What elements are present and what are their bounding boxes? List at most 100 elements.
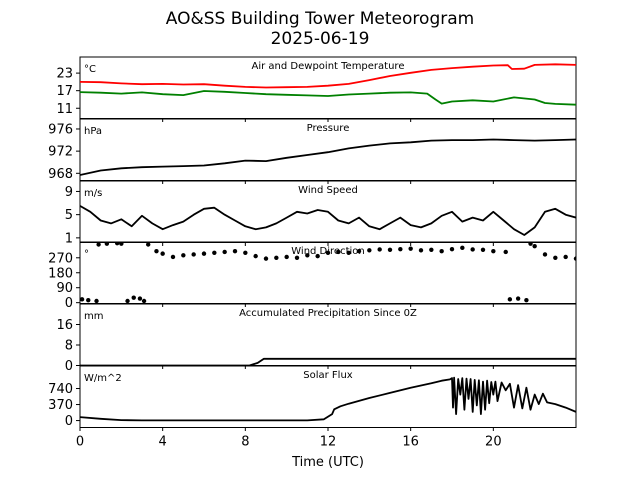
series-line-prec-0 (80, 357, 576, 366)
ytick-label-wdir-0: 0 (65, 296, 73, 311)
series-line-temp-1 (80, 90, 576, 106)
panel-temp: 11 17 23 Air and Dewpoint Temperature °C (56, 56, 577, 122)
point-wdir-34 (377, 247, 382, 252)
panel-units-wdir: ° (84, 249, 89, 260)
x-axis: 0 4 8 12 16 20 (76, 435, 502, 450)
point-wdir-46 (503, 249, 508, 255)
point-wdir-44 (480, 247, 486, 253)
ytick-label-solar-2: 740 (48, 382, 73, 397)
ytick-label-pres-2: 976 (48, 122, 73, 137)
point-wdir-17 (201, 251, 207, 256)
point-wdir-20 (232, 248, 238, 254)
ytick-label-pres-0: 968 (48, 167, 73, 182)
point-wdir-5 (115, 242, 120, 246)
point-wdir-47 (507, 297, 513, 302)
point-wdir-2 (94, 298, 99, 304)
ytick-label-wspd-0: 1 (65, 231, 73, 246)
point-wdir-52 (542, 252, 548, 257)
chart-title-line2: 2025-06-19 (271, 29, 370, 49)
point-wdir-40 (439, 248, 444, 254)
point-wdir-48 (515, 296, 521, 301)
point-wdir-53 (553, 255, 558, 260)
point-wdir-36 (398, 246, 403, 252)
panel-units-prec: mm (84, 311, 103, 322)
chart-title-line1: AO&SS Building Tower Meteorogram (166, 9, 474, 29)
panel-pres: 968 972 976 Pressure hPa (48, 118, 577, 184)
point-wdir-4 (104, 242, 110, 246)
xtick-label-5: 20 (485, 435, 502, 450)
point-wdir-35 (387, 247, 393, 253)
panels-group: 11 17 23 Air and Dewpoint Temperature °C 968 9… (48, 56, 577, 431)
point-wdir-11 (146, 242, 151, 247)
point-wdir-13 (160, 251, 165, 256)
point-wdir-15 (181, 253, 186, 258)
ytick-label-wdir-2: 180 (48, 266, 73, 281)
point-wdir-55 (573, 256, 576, 261)
point-wdir-14 (170, 254, 176, 260)
point-wdir-41 (449, 246, 455, 252)
point-wdir-32 (356, 248, 362, 254)
panel-title-solar: Solar Flux (303, 370, 353, 381)
ytick-label-prec-0: 0 (65, 359, 73, 374)
point-wdir-22 (253, 253, 258, 259)
ytick-label-solar-0: 0 (65, 414, 73, 429)
point-wdir-6 (119, 242, 124, 246)
point-wdir-24 (274, 255, 279, 260)
series-wdir-0 (80, 242, 576, 304)
point-wdir-49 (524, 297, 529, 303)
point-wdir-31 (346, 250, 351, 256)
point-wdir-3 (96, 242, 101, 247)
xtick-label-2: 8 (241, 435, 249, 450)
point-wdir-51 (532, 243, 537, 249)
panel-units-wspd: m/s (84, 188, 102, 199)
panel-units-temp: °C (84, 64, 96, 75)
panel-wspd: 1 5 9 Wind Speed m/s (65, 180, 577, 246)
xtick-label-0: 0 (76, 435, 84, 450)
xtick-label-4: 16 (402, 435, 419, 450)
point-wdir-33 (367, 248, 372, 253)
ytick-label-wdir-1: 90 (56, 281, 73, 296)
point-wdir-26 (294, 255, 300, 260)
point-wdir-25 (284, 254, 289, 260)
ytick-label-temp-1: 17 (56, 84, 73, 99)
point-wdir-50 (528, 242, 533, 246)
series-line-wspd-0 (80, 205, 576, 236)
panel-units-solar: W/m^2 (84, 373, 122, 384)
series-line-solar-0 (80, 376, 576, 422)
ytick-label-pres-1: 972 (48, 145, 73, 160)
ytick-label-solar-1: 370 (48, 398, 73, 413)
panel-prec: 0 8 16 Accumulated Precipitation Since 0Z mm (56, 303, 577, 374)
xtick-label-3: 12 (320, 435, 337, 450)
panel-title-temp: Air and Dewpoint Temperature (252, 61, 405, 72)
panel-title-pres: Pressure (307, 123, 350, 134)
ytick-label-wspd-1: 5 (65, 208, 73, 223)
ytick-label-temp-0: 11 (56, 102, 73, 117)
point-wdir-27 (305, 253, 310, 258)
ytick-label-temp-2: 23 (56, 67, 73, 82)
point-wdir-0 (80, 297, 85, 302)
point-wdir-8 (131, 295, 136, 300)
point-wdir-42 (460, 245, 465, 251)
point-wdir-30 (336, 249, 341, 255)
point-wdir-12 (154, 248, 159, 254)
point-wdir-45 (491, 248, 496, 254)
point-wdir-23 (263, 256, 269, 261)
point-wdir-18 (212, 250, 217, 256)
point-wdir-54 (563, 254, 568, 260)
point-wdir-38 (418, 248, 424, 253)
point-wdir-43 (470, 247, 475, 252)
point-wdir-21 (243, 250, 248, 256)
ytick-label-wdir-3: 270 (48, 251, 73, 266)
ytick-label-prec-2: 16 (56, 318, 73, 333)
point-wdir-1 (86, 297, 91, 303)
point-wdir-37 (408, 246, 413, 251)
point-wdir-28 (315, 253, 320, 259)
series-line-pres-0 (80, 138, 576, 176)
point-wdir-39 (429, 247, 434, 253)
panel-title-wspd: Wind Speed (298, 185, 358, 196)
panel-title-prec: Accumulated Precipitation Since 0Z (239, 308, 417, 319)
ytick-label-prec-1: 8 (65, 339, 73, 354)
